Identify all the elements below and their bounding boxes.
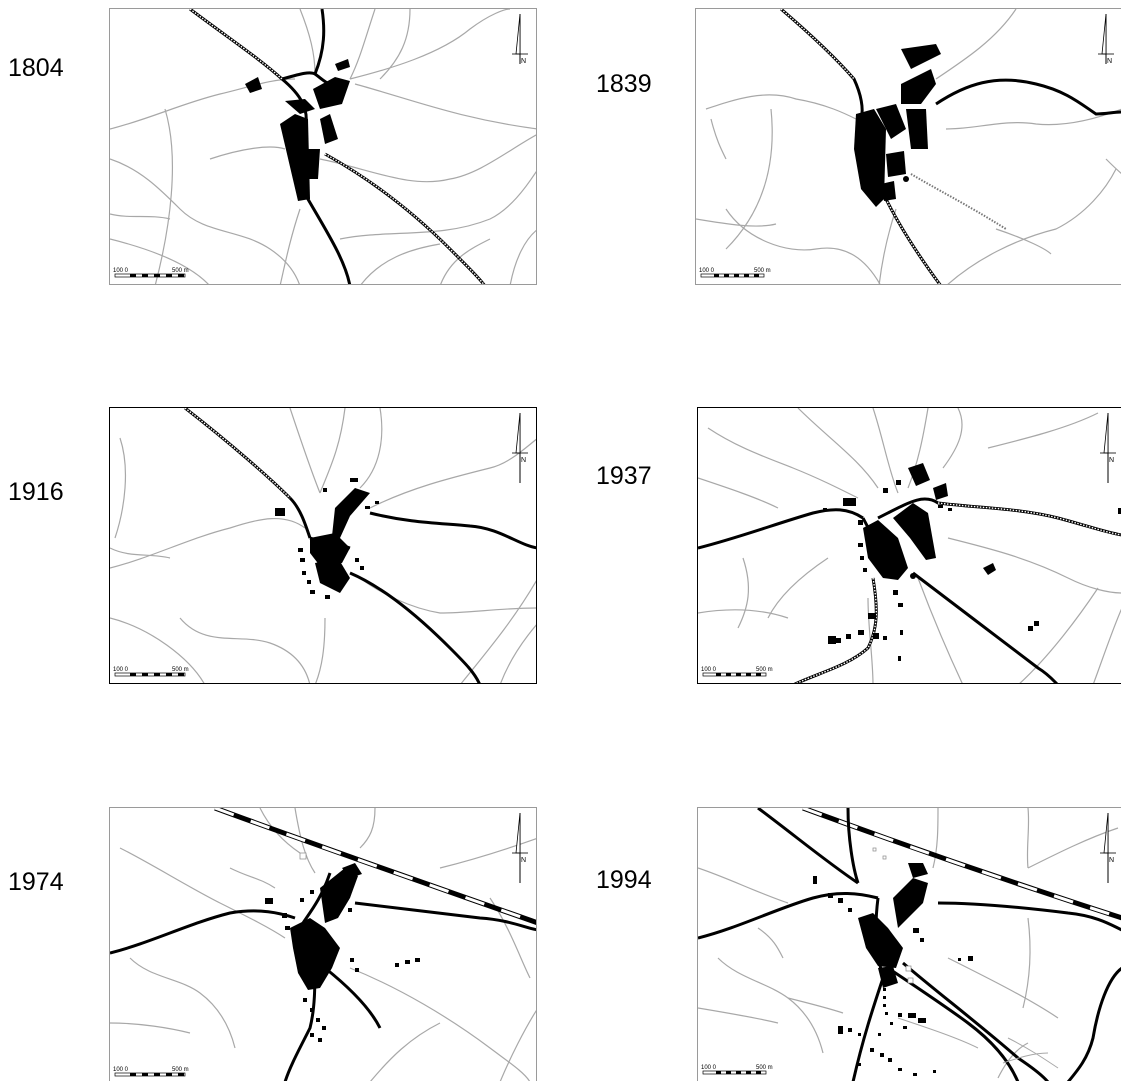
north-arrow: N	[512, 412, 528, 483]
built-area	[275, 478, 379, 599]
north-arrow: N	[1100, 812, 1116, 883]
built-area	[245, 59, 350, 201]
north-arrow: N	[1100, 412, 1116, 483]
svg-text:100 0: 100 0	[113, 667, 129, 673]
map-panel-1804: N 100 0 500 m	[109, 8, 537, 285]
year-label-1839: 1839	[596, 70, 652, 98]
north-arrow: N	[512, 812, 528, 883]
svg-text:500 m: 500 m	[172, 268, 189, 274]
svg-text:100 0: 100 0	[113, 268, 129, 274]
scale-bar: 100 0 500 m	[701, 667, 773, 677]
scale-bar: 100 0 500 m	[701, 1065, 773, 1075]
map-panel-1994: N 100 0 500 m	[697, 807, 1121, 1081]
map-panel-1916: N 100 0 500 m	[109, 407, 537, 684]
main-roads	[184, 408, 536, 683]
year-label-1994: 1994	[596, 866, 652, 894]
north-arrow: N	[1098, 13, 1114, 65]
year-label-1974: 1974	[8, 868, 64, 896]
built-area	[813, 863, 973, 1076]
svg-text:100 0: 100 0	[699, 268, 715, 274]
svg-text:500 m: 500 m	[172, 1067, 189, 1073]
svg-text:500 m: 500 m	[756, 1065, 773, 1071]
year-label-1916: 1916	[8, 478, 64, 506]
north-label: N	[1107, 58, 1112, 65]
scale-bar: 100 0 500 m	[113, 667, 189, 677]
north-label: N	[521, 58, 526, 65]
svg-text:100 0: 100 0	[701, 667, 717, 673]
svg-text:100 0: 100 0	[113, 1067, 129, 1073]
built-area	[823, 463, 1121, 661]
paths	[110, 808, 536, 1081]
svg-text:100 0: 100 0	[701, 1065, 717, 1071]
north-label: N	[521, 857, 526, 864]
svg-text:500 m: 500 m	[756, 667, 773, 673]
svg-text:500 m: 500 m	[172, 667, 189, 673]
paths	[110, 9, 536, 284]
north-label: N	[1109, 457, 1114, 464]
paths	[696, 9, 1121, 284]
map-panel-1839: N 100 0 500 m	[695, 8, 1121, 285]
residential-streets	[897, 1017, 1059, 1069]
north-label: N	[521, 457, 526, 464]
scale-bar: 100 0 500 m	[113, 268, 189, 278]
scale-bar: 100 0 500 m	[113, 1067, 189, 1077]
year-label-1937: 1937	[596, 462, 652, 490]
map-panel-1937: N 100 0 500 m	[697, 407, 1121, 684]
paths	[110, 408, 536, 683]
svg-text:500 m: 500 m	[754, 268, 771, 274]
year-label-1804: 1804	[8, 54, 64, 82]
built-area	[854, 44, 941, 207]
north-label: N	[1109, 857, 1114, 864]
paths	[698, 408, 1121, 683]
scale-bar: 100 0 500 m	[699, 268, 771, 278]
paths	[698, 808, 1119, 1079]
north-arrow: N	[512, 13, 528, 65]
main-roads	[189, 9, 486, 284]
main-roads	[780, 9, 1121, 284]
map-panel-1974: N 100 0 500 m	[109, 807, 537, 1081]
built-area	[265, 863, 420, 1042]
